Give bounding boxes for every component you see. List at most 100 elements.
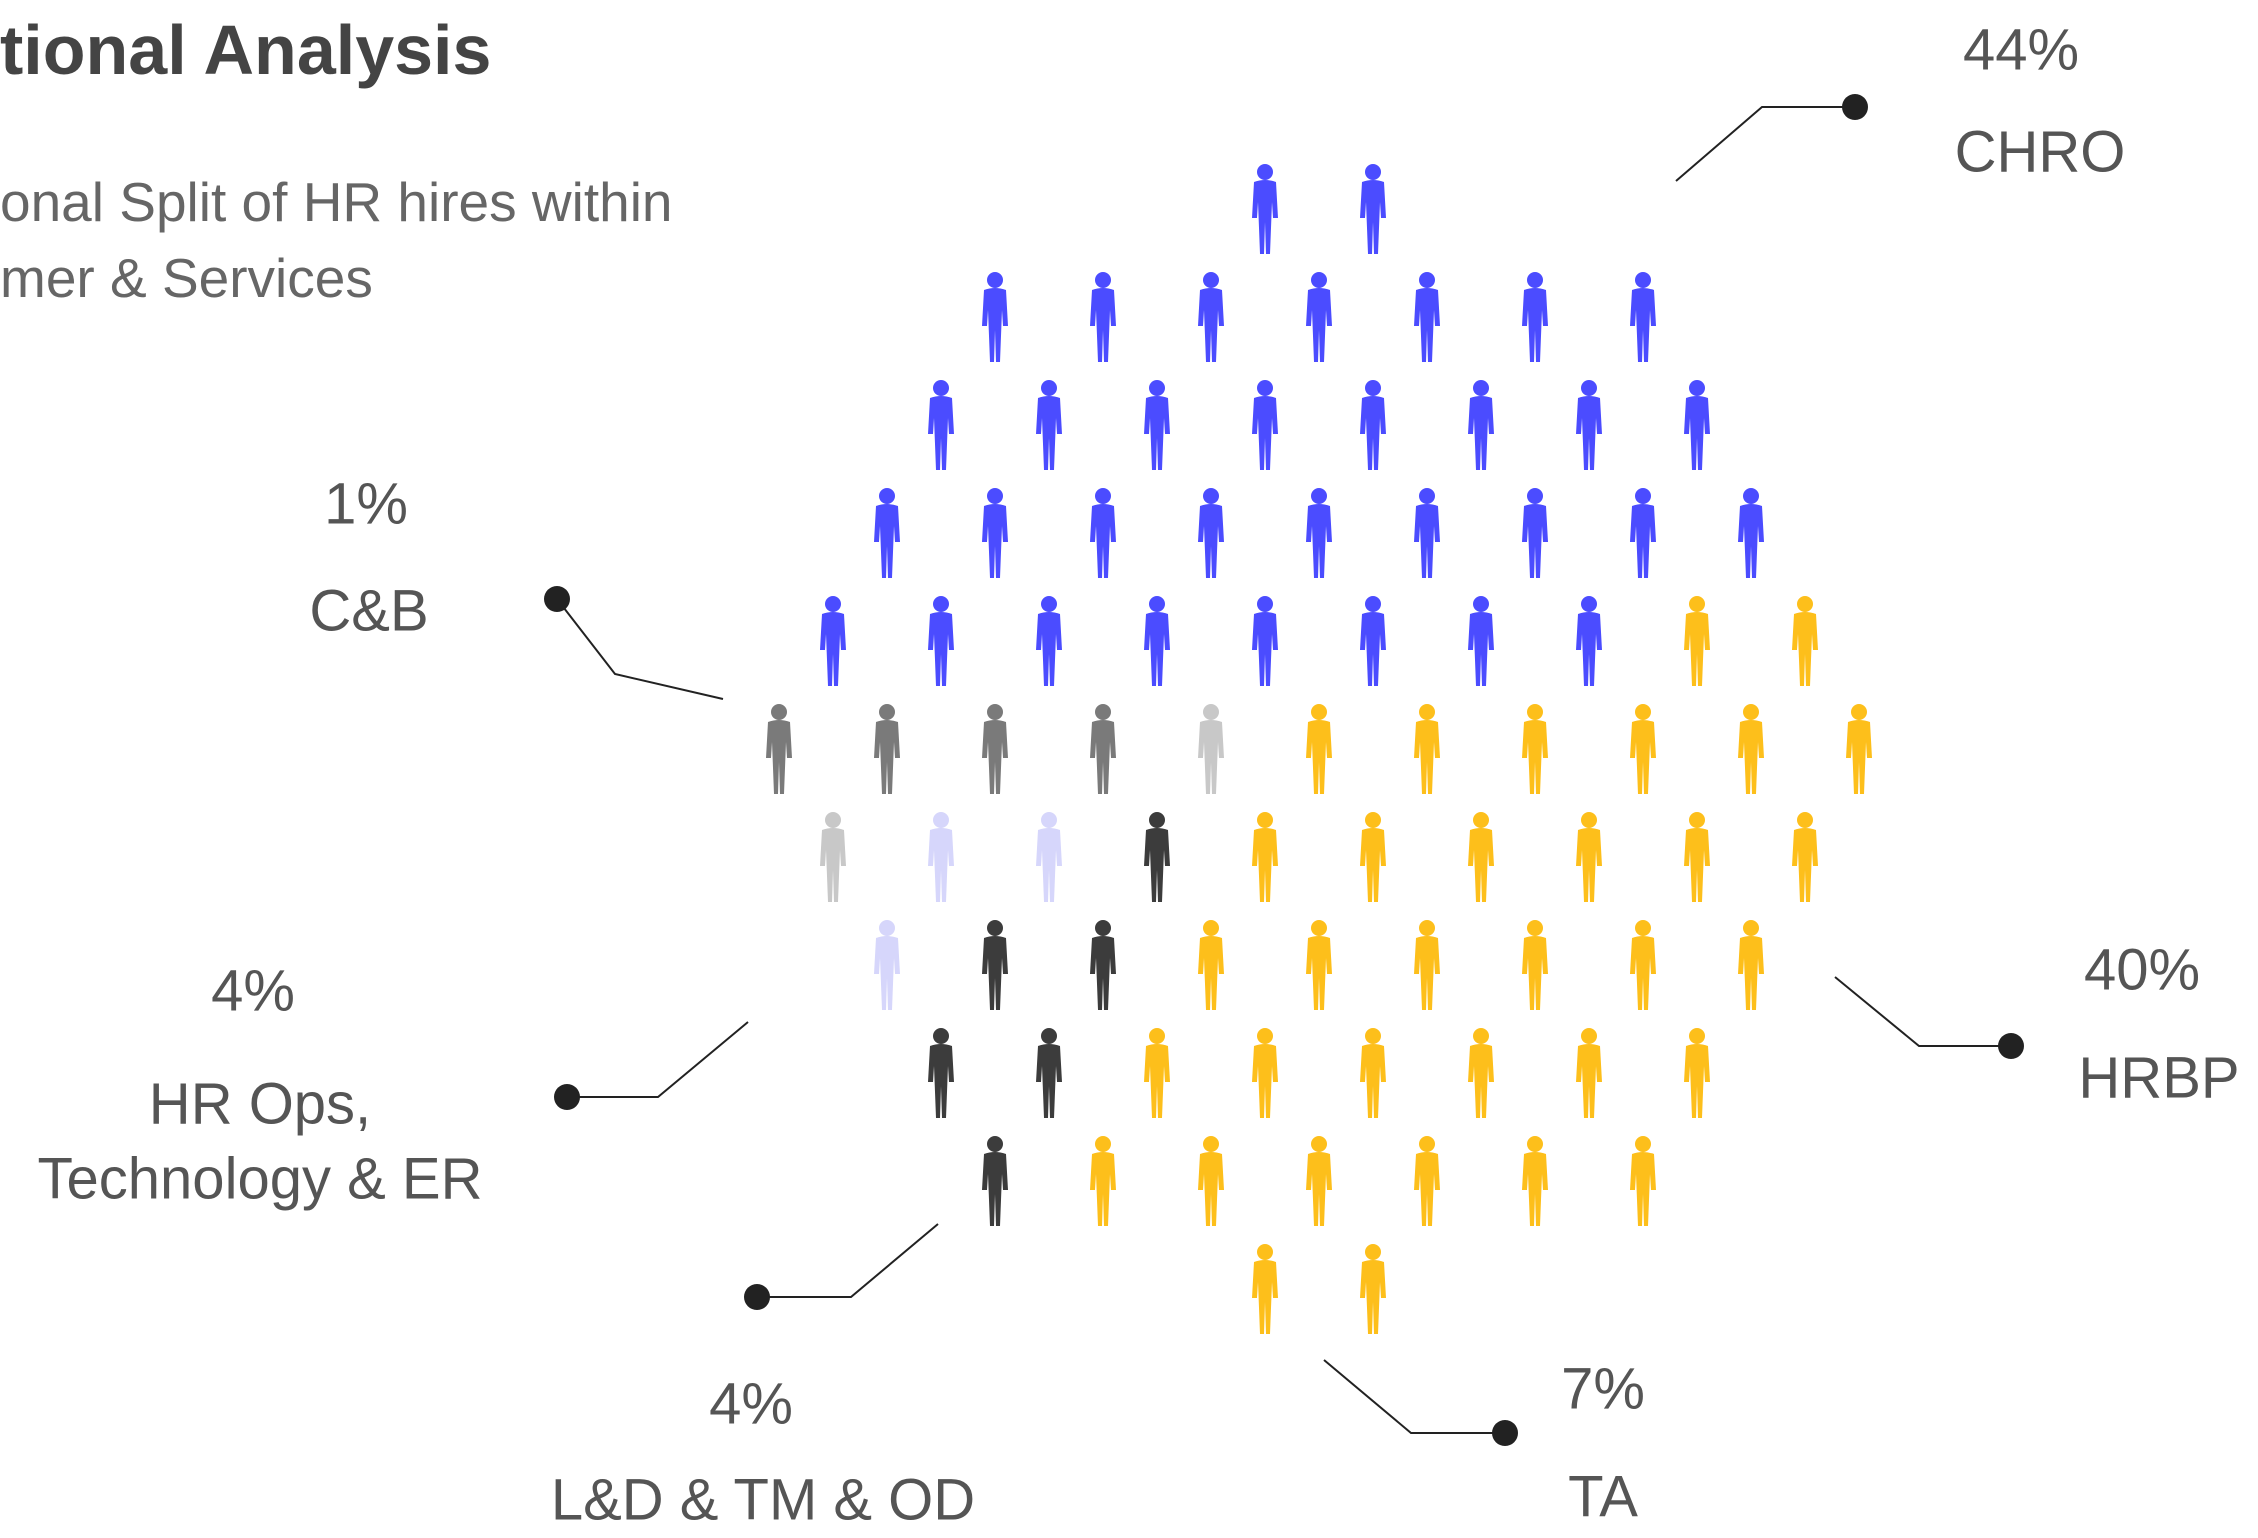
person [1198, 1136, 1224, 1226]
leader-line [567, 1021, 749, 1098]
person-body [874, 504, 900, 578]
person-body [1414, 504, 1440, 578]
person [766, 704, 792, 794]
person-head [1581, 1028, 1597, 1044]
person-head [1635, 1136, 1651, 1152]
person-body [1306, 936, 1332, 1010]
person-head [1419, 488, 1435, 504]
person [1414, 488, 1440, 578]
person [982, 1136, 1008, 1226]
person-head [987, 920, 1003, 936]
person-body [1522, 720, 1548, 794]
person-head [1203, 1136, 1219, 1152]
person [1738, 488, 1764, 578]
person-head [1311, 704, 1327, 720]
category-label: L&D & TM & OD [550, 1467, 976, 1533]
person-head [1311, 920, 1327, 936]
person-body [928, 828, 954, 902]
person-body [1306, 504, 1332, 578]
person-head [1257, 380, 1273, 396]
category-group [928, 812, 1170, 1226]
person-head [1743, 488, 1759, 504]
value-label: 40% [2083, 937, 2201, 1003]
person-body [1414, 288, 1440, 362]
person [1414, 920, 1440, 1010]
person-head [1149, 812, 1165, 828]
person-body [1846, 720, 1872, 794]
person [1792, 596, 1818, 686]
person-head [1041, 1028, 1057, 1044]
person [1360, 380, 1386, 470]
person [1252, 812, 1278, 902]
person [1360, 596, 1386, 686]
category-label: C&B [309, 578, 429, 644]
person-body [1684, 396, 1710, 470]
person [1144, 380, 1170, 470]
person [1198, 488, 1224, 578]
person-head [1527, 272, 1543, 288]
person-head [1419, 920, 1435, 936]
person-body [1522, 504, 1548, 578]
person-body [1414, 1152, 1440, 1226]
person-head [933, 1028, 949, 1044]
leader-line [556, 598, 724, 700]
person [982, 704, 1008, 794]
person-head [1365, 164, 1381, 180]
person [1252, 1244, 1278, 1334]
value-label: 7% [1561, 1356, 1645, 1422]
person-body [1738, 720, 1764, 794]
person-body [1144, 612, 1170, 686]
person-body [1360, 396, 1386, 470]
person [1306, 1136, 1332, 1226]
person [1738, 920, 1764, 1010]
person [1414, 1136, 1440, 1226]
person [820, 812, 846, 902]
person [1252, 596, 1278, 686]
person-head [1851, 704, 1867, 720]
person [982, 488, 1008, 578]
person-body [1144, 1044, 1170, 1118]
person-body [1414, 936, 1440, 1010]
person [1144, 1028, 1170, 1118]
person-head [1095, 704, 1111, 720]
person-head [933, 596, 949, 612]
person [1306, 488, 1332, 578]
person [1522, 272, 1548, 362]
person-head [1635, 920, 1651, 936]
person [1036, 596, 1062, 686]
person-body [1252, 828, 1278, 902]
person-body [1036, 828, 1062, 902]
person-head [987, 1136, 1003, 1152]
person-head [1527, 704, 1543, 720]
leader-dot [1998, 1033, 2024, 1059]
person [1090, 488, 1116, 578]
person-head [879, 920, 895, 936]
person-body [1684, 612, 1710, 686]
person [1684, 596, 1710, 686]
person-head [879, 704, 895, 720]
person [928, 380, 954, 470]
person [1036, 380, 1062, 470]
person [820, 596, 846, 686]
person-body [1630, 504, 1656, 578]
person-head [1095, 272, 1111, 288]
person-body [1198, 504, 1224, 578]
person-body [1576, 828, 1602, 902]
person-body [1036, 396, 1062, 470]
person-head [1635, 488, 1651, 504]
person-head [1527, 488, 1543, 504]
person-body [1198, 720, 1224, 794]
person [1576, 812, 1602, 902]
person-head [1257, 1244, 1273, 1260]
leader-line [1323, 1359, 1505, 1434]
person-head [1419, 1136, 1435, 1152]
person [874, 704, 900, 794]
person-body [1630, 288, 1656, 362]
person-head [1311, 488, 1327, 504]
person [1360, 1028, 1386, 1118]
person-head [1689, 596, 1705, 612]
person-head [1419, 272, 1435, 288]
person-body [1522, 288, 1548, 362]
person-head [933, 380, 949, 396]
person [982, 920, 1008, 1010]
